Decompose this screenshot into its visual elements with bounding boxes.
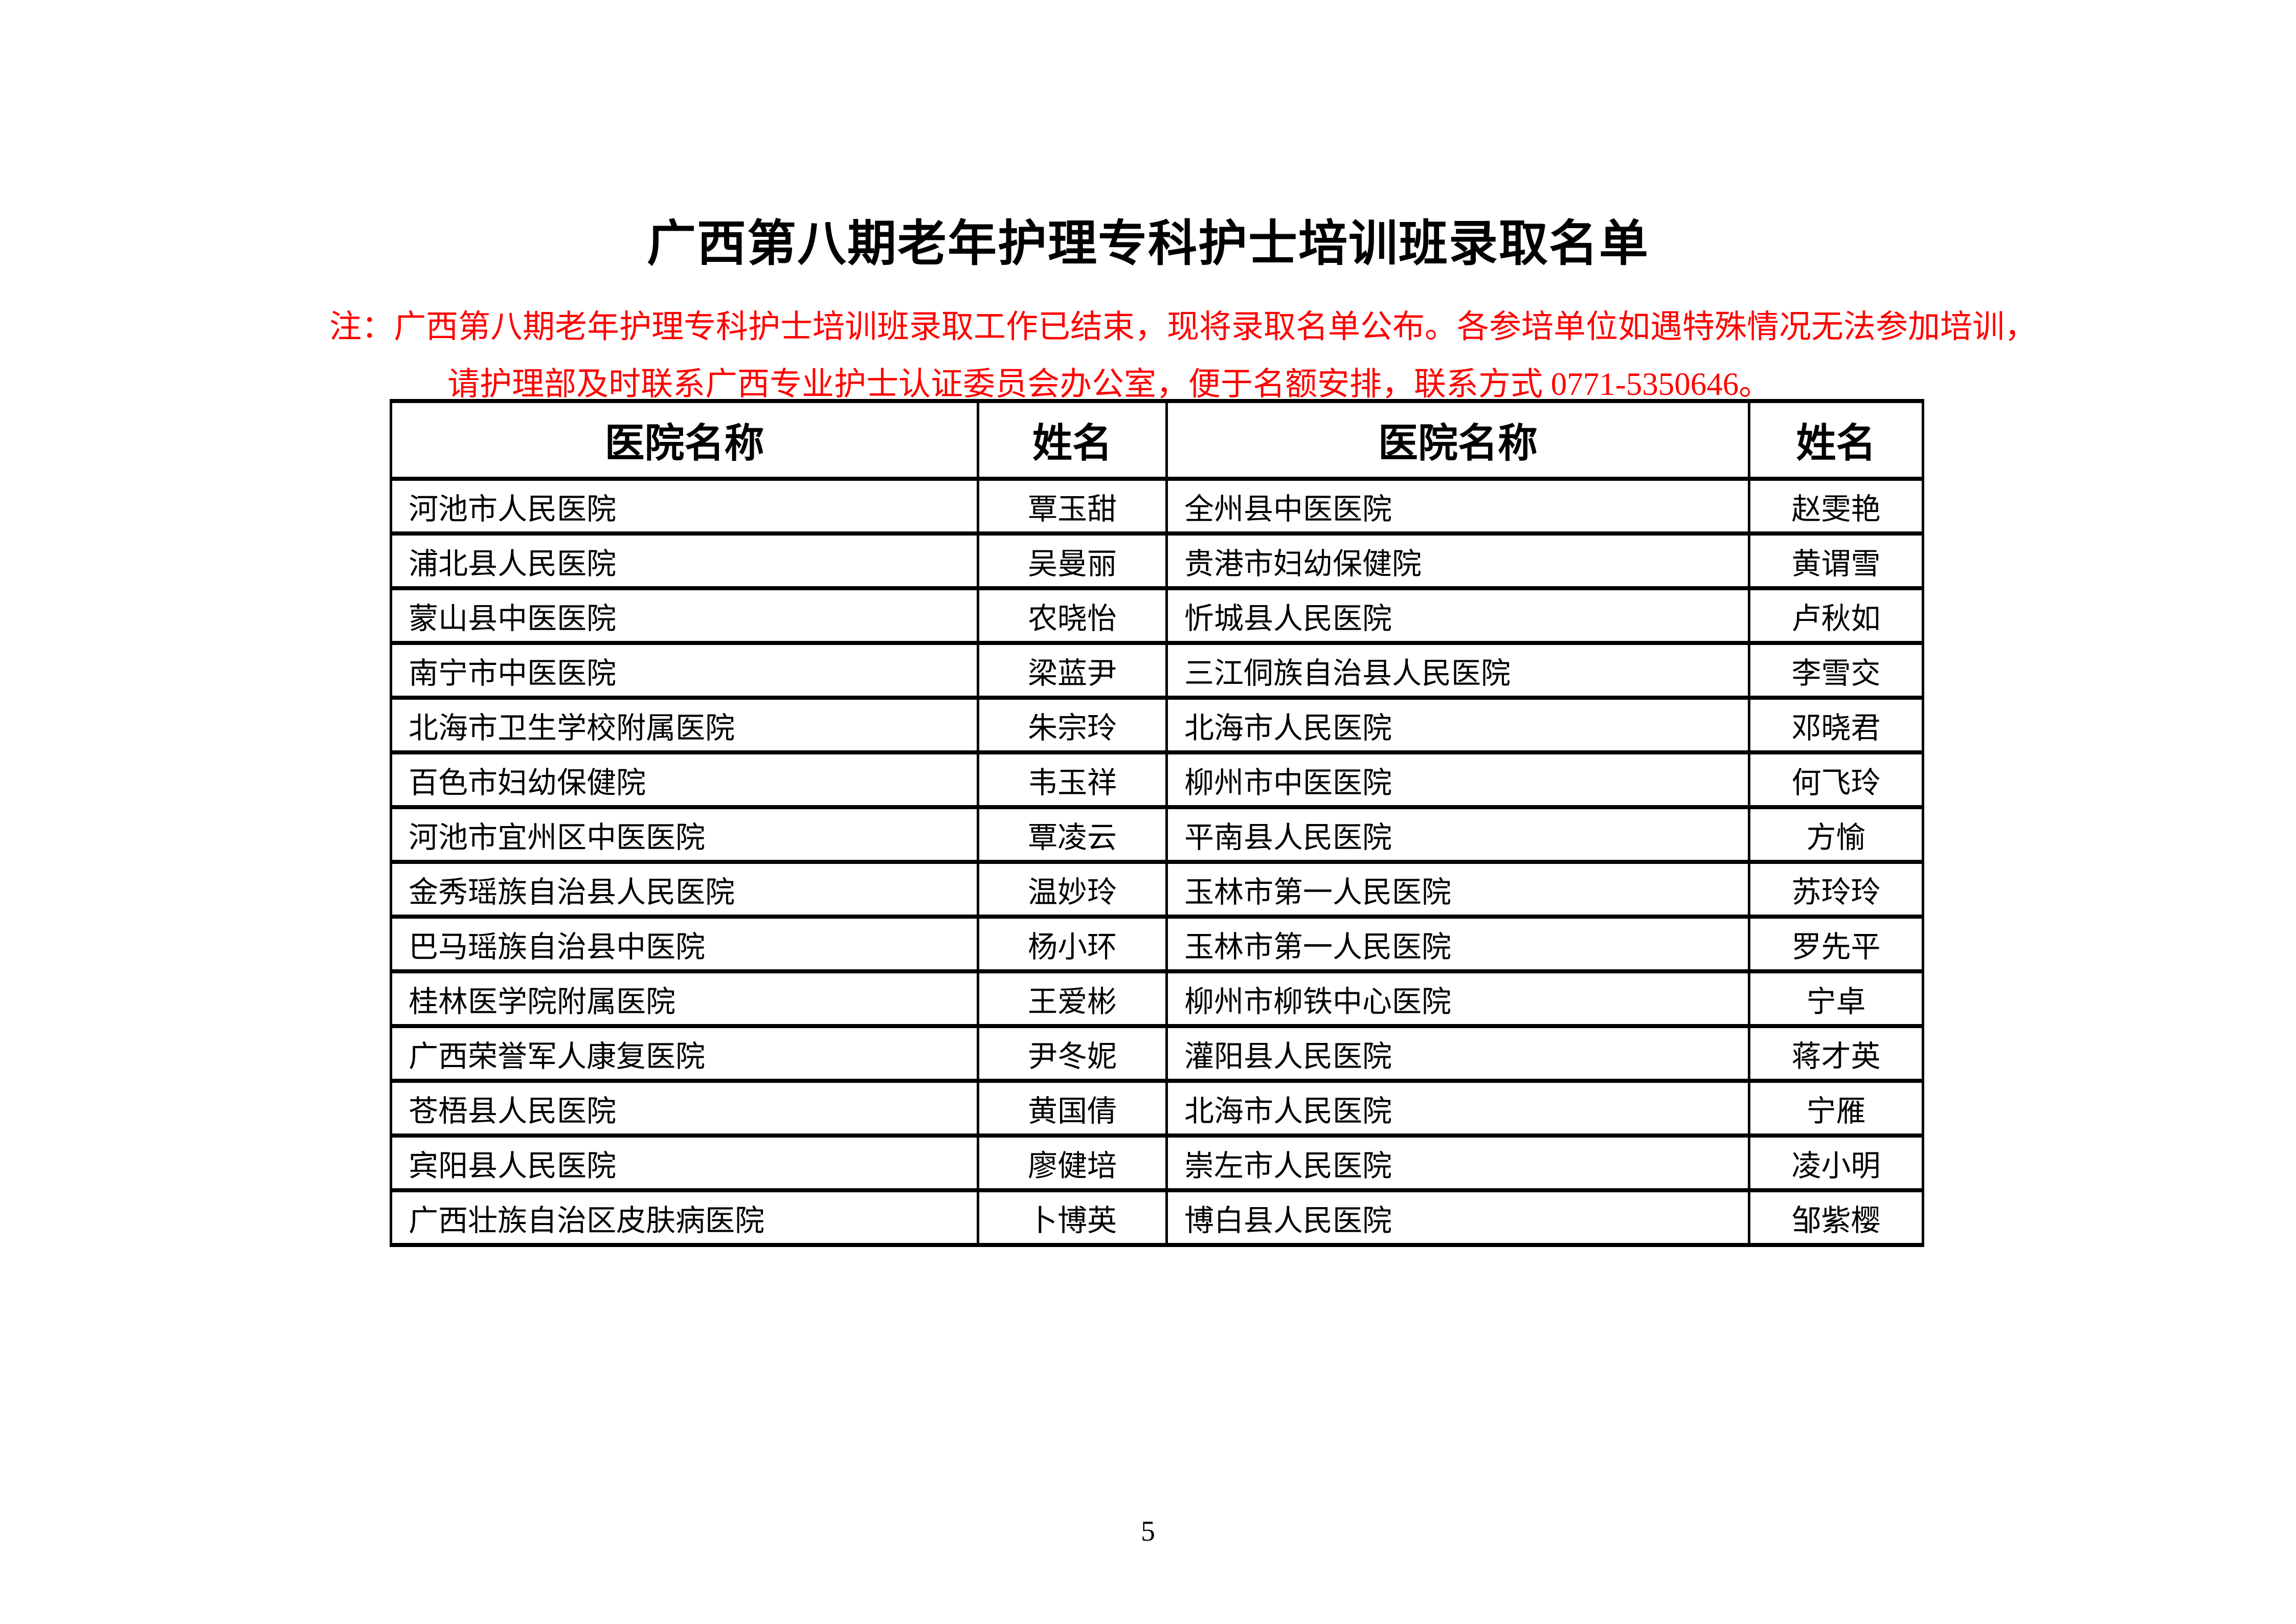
- header-person-name-left: 姓名: [977, 399, 1168, 481]
- table-row: 广西壮族自治区皮肤病医院 卜博英 博白县人民医院 邹紫樱: [390, 1188, 1924, 1247]
- admission-roster-table: 医院名称 姓名 医院名称 姓名 河池市人民医院 覃玉甜 全州县中医医院 赵雯艳 …: [390, 399, 1924, 1247]
- person-name-cell: 韦玉祥: [977, 750, 1168, 809]
- header-hospital-name-left: 医院名称: [390, 399, 979, 481]
- table-row: 南宁市中医医院 梁蓝尹 三江侗族自治县人民医院 李雪交: [390, 641, 1924, 700]
- hospital-name-cell: 宾阳县人民医院: [390, 1133, 979, 1192]
- person-name-cell: 温妙玲: [977, 860, 1168, 919]
- person-name-cell: 朱宗玲: [977, 696, 1168, 754]
- person-name-cell: 何飞玲: [1748, 750, 1924, 809]
- hospital-name-cell: 北海市人民医院: [1165, 696, 1750, 754]
- table-row: 河池市宜州区中医医院 覃凌云 平南县人民医院 方愉: [390, 805, 1924, 864]
- person-name-cell: 凌小明: [1748, 1133, 1924, 1192]
- table-header-row: 医院名称 姓名 医院名称 姓名: [390, 399, 1924, 481]
- hospital-name-cell: 贵港市妇幼保健院: [1165, 531, 1750, 590]
- person-name-cell: 农晓怡: [977, 586, 1168, 645]
- hospital-name-cell: 河池市宜州区中医医院: [390, 805, 979, 864]
- person-name-cell: 罗先平: [1748, 915, 1924, 973]
- person-name-cell: 覃玉甜: [977, 477, 1168, 536]
- hospital-name-cell: 全州县中医医院: [1165, 477, 1750, 536]
- header-hospital-name-right: 医院名称: [1165, 399, 1750, 481]
- hospital-name-cell: 百色市妇幼保健院: [390, 750, 979, 809]
- person-name-cell: 卢秋如: [1748, 586, 1924, 645]
- person-name-cell: 黄国倩: [977, 1079, 1168, 1138]
- table-row: 宾阳县人民医院 廖健培 崇左市人民医院 凌小明: [390, 1133, 1924, 1192]
- hospital-name-cell: 平南县人民医院: [1165, 805, 1750, 864]
- hospital-name-cell: 广西荣誉军人康复医院: [390, 1024, 979, 1083]
- person-name-cell: 方愉: [1748, 805, 1924, 864]
- note-paragraph-line-2: 请护理部及时联系广西专业护士认证委员会办公室，便于名额安排，联系方式 0771-…: [447, 366, 1771, 402]
- person-name-cell: 吴曼丽: [977, 531, 1168, 590]
- note-paragraph-line-1: 注：广西第八期老年护理专科护士培训班录取工作已结束，现将录取名单公布。各参培单位…: [329, 309, 2037, 345]
- hospital-name-cell: 苍梧县人民医院: [390, 1079, 979, 1138]
- person-name-cell: 黄谓雪: [1748, 531, 1924, 590]
- person-name-cell: 邓晓君: [1748, 696, 1924, 754]
- table-row: 桂林医学院附属医院 王爱彬 柳州市柳铁中心医院 宁卓: [390, 969, 1924, 1028]
- table-row: 浦北县人民医院 吴曼丽 贵港市妇幼保健院 黄谓雪: [390, 531, 1924, 590]
- page-title: 广西第八期老年护理专科护士培训班录取名单: [647, 216, 1649, 271]
- person-name-cell: 廖健培: [977, 1133, 1168, 1192]
- hospital-name-cell: 金秀瑶族自治县人民医院: [390, 860, 979, 919]
- page-number: 5: [1141, 1516, 1155, 1547]
- hospital-name-cell: 玉林市第一人民医院: [1165, 915, 1750, 973]
- hospital-name-cell: 广西壮族自治区皮肤病医院: [390, 1188, 979, 1247]
- table-row: 北海市卫生学校附属医院 朱宗玲 北海市人民医院 邓晓君: [390, 696, 1924, 754]
- hospital-name-cell: 三江侗族自治县人民医院: [1165, 641, 1750, 700]
- table-row: 巴马瑶族自治县中医院 杨小环 玉林市第一人民医院 罗先平: [390, 915, 1924, 973]
- hospital-name-cell: 崇左市人民医院: [1165, 1133, 1750, 1192]
- hospital-name-cell: 北海市人民医院: [1165, 1079, 1750, 1138]
- person-name-cell: 卜博英: [977, 1188, 1168, 1247]
- hospital-name-cell: 蒙山县中医医院: [390, 586, 979, 645]
- person-name-cell: 苏玲玲: [1748, 860, 1924, 919]
- person-name-cell: 王爱彬: [977, 969, 1168, 1028]
- person-name-cell: 赵雯艳: [1748, 477, 1924, 536]
- table-row: 河池市人民医院 覃玉甜 全州县中医医院 赵雯艳: [390, 477, 1924, 536]
- table-row: 百色市妇幼保健院 韦玉祥 柳州市中医医院 何飞玲: [390, 750, 1924, 809]
- person-name-cell: 宁卓: [1748, 969, 1924, 1028]
- hospital-name-cell: 柳州市中医医院: [1165, 750, 1750, 809]
- hospital-name-cell: 南宁市中医医院: [390, 641, 979, 700]
- hospital-name-cell: 河池市人民医院: [390, 477, 979, 536]
- table-row: 广西荣誉军人康复医院 尹冬妮 灌阳县人民医院 蒋才英: [390, 1024, 1924, 1083]
- hospital-name-cell: 博白县人民医院: [1165, 1188, 1750, 1247]
- table-row: 蒙山县中医医院 农晓怡 忻城县人民医院 卢秋如: [390, 586, 1924, 645]
- person-name-cell: 邹紫樱: [1748, 1188, 1924, 1247]
- person-name-cell: 尹冬妮: [977, 1024, 1168, 1083]
- table-row: 金秀瑶族自治县人民医院 温妙玲 玉林市第一人民医院 苏玲玲: [390, 860, 1924, 919]
- table-row: 苍梧县人民医院 黄国倩 北海市人民医院 宁雁: [390, 1079, 1924, 1138]
- hospital-name-cell: 北海市卫生学校附属医院: [390, 696, 979, 754]
- hospital-name-cell: 忻城县人民医院: [1165, 586, 1750, 645]
- person-name-cell: 李雪交: [1748, 641, 1924, 700]
- hospital-name-cell: 柳州市柳铁中心医院: [1165, 969, 1750, 1028]
- person-name-cell: 宁雁: [1748, 1079, 1924, 1138]
- hospital-name-cell: 灌阳县人民医院: [1165, 1024, 1750, 1083]
- header-person-name-right: 姓名: [1748, 399, 1924, 481]
- person-name-cell: 杨小环: [977, 915, 1168, 973]
- hospital-name-cell: 浦北县人民医院: [390, 531, 979, 590]
- hospital-name-cell: 玉林市第一人民医院: [1165, 860, 1750, 919]
- hospital-name-cell: 桂林医学院附属医院: [390, 969, 979, 1028]
- person-name-cell: 梁蓝尹: [977, 641, 1168, 700]
- hospital-name-cell: 巴马瑶族自治县中医院: [390, 915, 979, 973]
- person-name-cell: 覃凌云: [977, 805, 1168, 864]
- person-name-cell: 蒋才英: [1748, 1024, 1924, 1083]
